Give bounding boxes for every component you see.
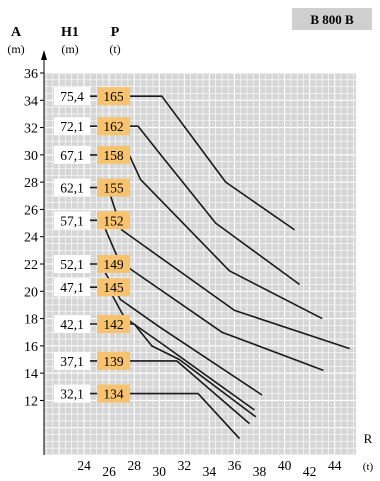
series-capacity-label: 152 xyxy=(103,213,123,228)
series-height-label: 37,1 xyxy=(60,354,84,369)
y-tick-label: 32 xyxy=(24,122,38,137)
series-height-label: 75,4 xyxy=(60,89,84,104)
series-capacity-label: 139 xyxy=(103,354,124,369)
capacity-box xyxy=(97,117,130,136)
y-tick-label: 22 xyxy=(24,258,38,273)
capacity-box xyxy=(97,278,130,297)
capacity-box xyxy=(97,315,130,334)
series-height-label: 42,1 xyxy=(60,317,84,332)
series-height-label: 57,1 xyxy=(60,213,84,228)
y-tick-label: 26 xyxy=(24,203,38,218)
series-capacity-label: 162 xyxy=(103,119,123,134)
series-labels: 75,4 165 72,1 162 67,1 158 62,1 155 57,1 152 52,1 1… xyxy=(54,87,130,403)
y-tick-label: 36 xyxy=(24,67,38,82)
unit-p: (t) xyxy=(109,42,120,56)
x-axis-ticks: 24 26 28 30 32 34 36 38 40 42 44 xyxy=(77,458,341,479)
model-badge-label: B 800 B xyxy=(310,12,354,27)
height-box xyxy=(54,255,90,273)
height-box xyxy=(54,315,90,334)
x-tick-label: 42 xyxy=(303,464,317,479)
y-tick-label: 24 xyxy=(24,231,38,246)
x-axis-label: R xyxy=(364,431,373,446)
header-p: P xyxy=(111,25,120,40)
height-box xyxy=(54,351,90,370)
series-height-label: 32,1 xyxy=(60,387,84,402)
x-tick-label: 32 xyxy=(178,458,192,473)
y-tick-label: 34 xyxy=(24,94,38,109)
y-tick-label: 18 xyxy=(24,313,38,328)
unit-h1: (m) xyxy=(61,42,78,56)
series-height-label: 62,1 xyxy=(60,181,84,196)
series-capacity-label: 149 xyxy=(103,257,124,272)
y-tick-label: 14 xyxy=(24,367,38,382)
x-tick-label: 36 xyxy=(228,458,242,473)
x-tick-label: 28 xyxy=(127,458,141,473)
y-tick-label: 20 xyxy=(24,285,38,300)
height-box xyxy=(54,384,90,403)
height-box xyxy=(54,278,90,297)
height-box xyxy=(54,87,90,106)
series-capacity-label: 142 xyxy=(103,317,123,332)
capacity-box xyxy=(97,145,130,164)
capacity-box xyxy=(97,87,130,106)
column-headers: A H1 P (m) (m) (t) xyxy=(7,25,120,56)
series-capacity-label: 165 xyxy=(103,89,124,104)
header-h1: H1 xyxy=(61,25,79,40)
x-axis-unit: (t) xyxy=(363,461,374,473)
x-tick-label: 24 xyxy=(77,458,91,473)
y-axis-arrow xyxy=(41,50,47,60)
y-tick-label: 12 xyxy=(24,394,38,409)
x-tick-label: 40 xyxy=(278,458,292,473)
y-axis: 12 14 16 18 20 22 24 26 28 30 32 34 36 xyxy=(24,50,47,455)
capacity-box xyxy=(97,255,130,273)
capacity-box xyxy=(97,211,130,230)
series-capacity-label: 155 xyxy=(103,181,124,196)
x-tick-label: 44 xyxy=(328,458,342,473)
y-tick-label: 28 xyxy=(24,176,38,191)
capacity-box xyxy=(97,178,130,197)
x-tick-label: 38 xyxy=(253,464,267,479)
x-tick-label: 30 xyxy=(153,464,167,479)
series-capacity-label: 134 xyxy=(103,387,124,402)
x-tick-label: 26 xyxy=(102,464,116,479)
series-capacity-label: 158 xyxy=(103,148,124,163)
y-tick-label: 16 xyxy=(24,340,38,355)
height-box xyxy=(54,145,90,164)
capacity-box xyxy=(97,351,130,370)
height-box xyxy=(54,211,90,230)
series-height-label: 67,1 xyxy=(60,148,84,163)
model-badge: B 800 B xyxy=(292,8,372,30)
series-capacity-label: 145 xyxy=(103,280,124,295)
grid xyxy=(44,72,356,456)
x-tick-label: 34 xyxy=(203,464,217,479)
series-height-label: 72,1 xyxy=(60,119,84,134)
series-line-155 xyxy=(59,186,350,350)
height-box xyxy=(54,117,90,136)
series-height-label: 47,1 xyxy=(60,280,84,295)
y-tick-label: 30 xyxy=(24,149,38,164)
height-box xyxy=(54,178,90,197)
series-height-label: 52,1 xyxy=(60,257,84,272)
header-a: A xyxy=(11,25,22,40)
unit-a: (m) xyxy=(7,42,24,56)
capacity-box xyxy=(97,384,130,403)
